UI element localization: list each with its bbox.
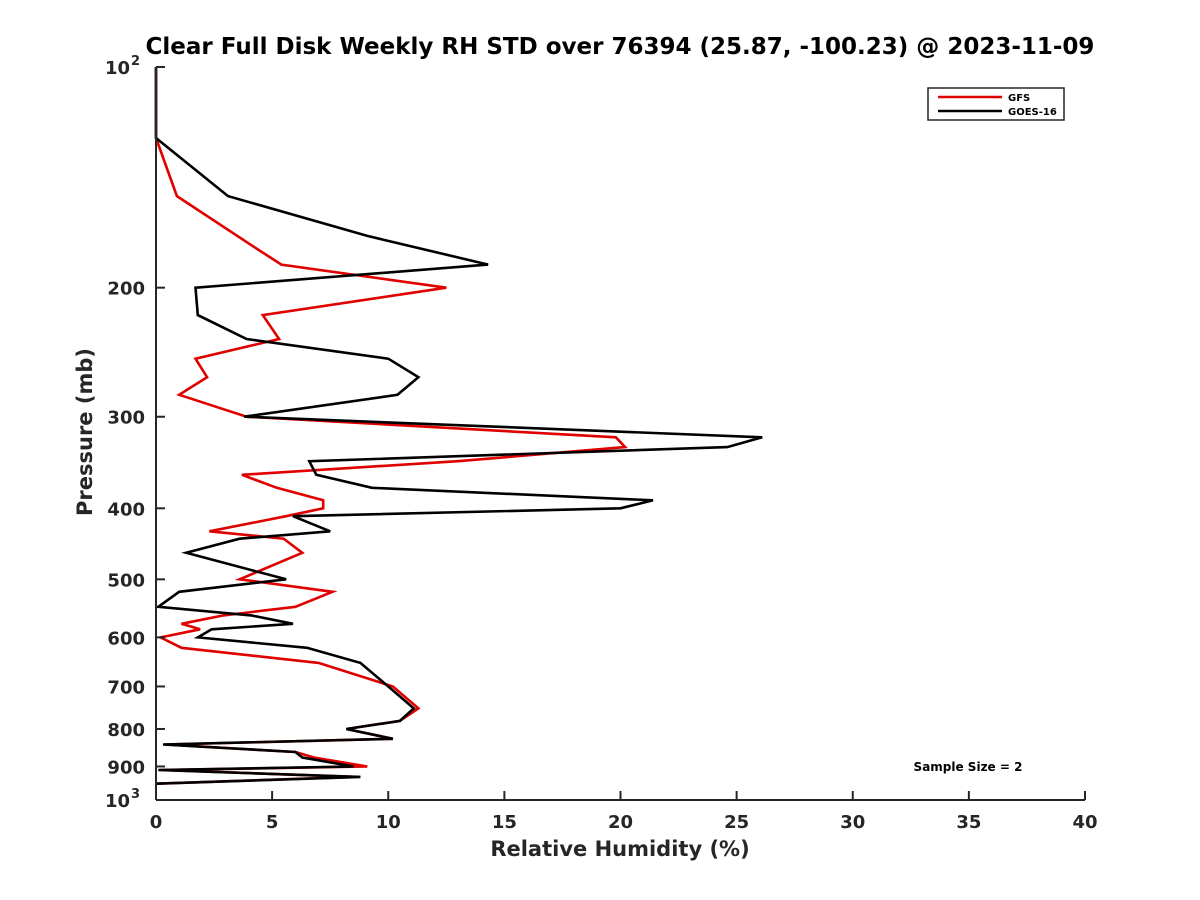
x-tick-label: 40: [1072, 812, 1097, 833]
x-axis-label: Relative Humidity (%): [490, 837, 749, 861]
legend-box: [927, 87, 1065, 121]
x-tick-label: 35: [956, 812, 981, 833]
x-tick-label: 5: [266, 812, 279, 833]
legend-label: GFS: [1008, 93, 1030, 104]
legend-label: GOES-16: [1008, 107, 1057, 118]
legend: GFS GOES-16: [927, 87, 1065, 121]
x-tick-label: 10: [376, 812, 401, 833]
y-axis-label: Pressure (mb): [73, 348, 97, 516]
y-tick-label: 800: [107, 720, 145, 741]
y-tick-exponent: 3: [131, 787, 140, 802]
y-tick-label: 600: [107, 628, 145, 649]
series-line-gfs: [154, 67, 628, 785]
y-tick-label: 10: [105, 791, 130, 812]
x-tick-label: 15: [492, 812, 517, 833]
y-tick-label: 700: [107, 677, 145, 698]
y-tick-label: 300: [107, 408, 145, 429]
y-tick-label: 10: [105, 58, 130, 79]
series-line-goes-16: [154, 67, 763, 785]
x-tick-label: 0: [150, 812, 163, 833]
y-tick-exponent: 2: [131, 54, 140, 69]
y-tick-label: 900: [107, 757, 145, 778]
x-tick-label: 25: [724, 812, 749, 833]
x-tick-label: 20: [608, 812, 633, 833]
chart-title: Clear Full Disk Weekly RH STD over 76394…: [146, 34, 1095, 60]
y-tick-label: 500: [107, 570, 145, 591]
x-tick-label: 30: [840, 812, 865, 833]
y-tick-label: 200: [107, 279, 145, 300]
series-layer: [154, 67, 763, 785]
y-tick-label: 400: [107, 499, 145, 520]
sample-size-note: Sample Size = 2: [914, 760, 1023, 774]
